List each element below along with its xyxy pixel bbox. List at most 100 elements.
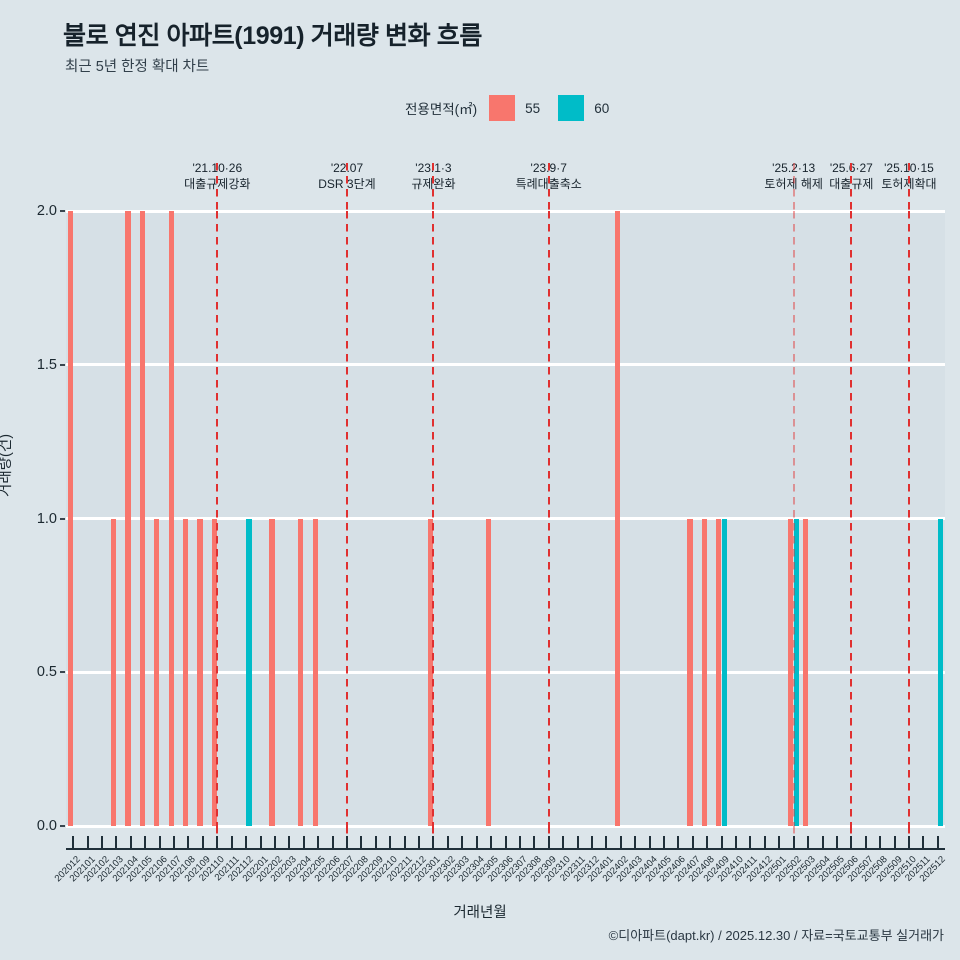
legend-swatch-55 xyxy=(489,95,516,121)
x-tick-mark xyxy=(317,836,320,848)
bar[interactable] xyxy=(312,518,318,826)
y-tick-mark xyxy=(60,517,65,520)
y-axis-title: 거래량(건) xyxy=(0,433,14,497)
x-tick-mark xyxy=(475,836,478,848)
x-tick-mark xyxy=(590,836,593,848)
x-tick-mark xyxy=(663,836,665,848)
bar[interactable] xyxy=(246,518,252,826)
event-line xyxy=(547,211,550,826)
x-tick-mark xyxy=(850,836,853,848)
x-tick-mark xyxy=(634,836,637,848)
gridline xyxy=(66,209,945,213)
x-tick-mark xyxy=(835,836,838,848)
legend-swatch-60 xyxy=(558,95,585,121)
x-tick-mark xyxy=(893,836,896,848)
bar[interactable] xyxy=(788,518,794,826)
bar[interactable] xyxy=(67,211,73,826)
x-tick-mark xyxy=(374,836,377,848)
y-tick-mark xyxy=(60,210,65,212)
x-tick-mark xyxy=(158,836,161,848)
bar[interactable] xyxy=(802,518,808,826)
x-tick-mark xyxy=(216,836,219,848)
bar[interactable] xyxy=(721,518,728,826)
y-tick-mark xyxy=(60,671,65,674)
bar[interactable] xyxy=(154,518,160,826)
x-tick-mark xyxy=(432,836,435,848)
event-line xyxy=(850,211,853,826)
bar[interactable] xyxy=(716,518,722,826)
x-tick-mark xyxy=(245,836,248,848)
bar[interactable] xyxy=(211,518,217,826)
gridline xyxy=(66,824,945,828)
x-tick-mark xyxy=(418,836,421,848)
bar[interactable] xyxy=(793,518,800,826)
legend: 전용면적(㎡) 55 60 xyxy=(405,95,609,121)
x-tick-mark xyxy=(518,836,521,848)
y-tick-label: 1.5 xyxy=(36,356,57,373)
x-tick-mark xyxy=(504,836,507,848)
event-line-top xyxy=(216,163,219,211)
x-tick-mark xyxy=(461,836,464,848)
x-tick-mark xyxy=(821,836,824,848)
x-tick-mark xyxy=(605,836,608,848)
bar[interactable] xyxy=(485,518,491,826)
event-line-top xyxy=(345,163,348,211)
legend-label-55: 55 xyxy=(525,100,541,116)
x-tick-mark xyxy=(749,836,752,848)
bar[interactable] xyxy=(938,518,944,826)
bar[interactable] xyxy=(427,518,434,826)
x-tick-mark xyxy=(115,836,118,848)
x-tick-mark xyxy=(490,836,493,848)
x-tick-mark xyxy=(187,836,190,848)
x-tick-mark xyxy=(562,836,565,848)
x-tick-mark xyxy=(446,836,449,848)
legend-label-60: 60 xyxy=(594,100,610,116)
plot-area xyxy=(66,209,945,828)
gridline xyxy=(66,517,945,520)
y-tick-mark xyxy=(60,363,65,366)
bar[interactable] xyxy=(197,518,203,826)
x-tick-mark xyxy=(936,836,939,848)
x-tick-mark xyxy=(72,836,75,848)
page-title: 불로 연진 아파트(1991) 거래량 변화 흐름 xyxy=(63,22,482,50)
bar[interactable] xyxy=(615,211,621,826)
x-tick-mark xyxy=(360,836,363,848)
event-line xyxy=(907,211,910,826)
x-tick-mark xyxy=(201,836,204,848)
x-tick-mark xyxy=(879,836,882,848)
legend-title: 전용면적(㎡) xyxy=(405,102,478,117)
x-tick-mark xyxy=(173,836,176,848)
x-tick-mark xyxy=(720,836,723,848)
event-line-top xyxy=(850,163,853,211)
x-tick-mark xyxy=(129,836,132,848)
bar[interactable] xyxy=(139,211,145,826)
event-label: 토허제 해제 xyxy=(764,177,823,191)
x-tick-mark xyxy=(389,836,392,848)
bar[interactable] xyxy=(701,518,707,826)
event-line-top xyxy=(432,163,435,211)
bar[interactable] xyxy=(269,518,275,826)
x-tick-mark xyxy=(619,836,622,848)
bar[interactable] xyxy=(168,211,174,826)
x-tick-mark xyxy=(706,836,709,848)
x-tick-mark xyxy=(792,836,795,848)
bar[interactable] xyxy=(687,518,693,826)
y-tick-label: 1.0 xyxy=(36,510,57,527)
x-tick-mark xyxy=(144,836,147,848)
bar[interactable] xyxy=(110,518,117,826)
x-tick-mark xyxy=(907,836,910,848)
bar[interactable] xyxy=(125,211,131,826)
bar[interactable] xyxy=(298,518,304,826)
x-tick-mark xyxy=(230,836,233,848)
page-subtitle: 최근 5년 한정 확대 차트 xyxy=(65,59,210,75)
x-tick-mark xyxy=(763,836,766,848)
y-tick-label: 0.0 xyxy=(36,818,57,834)
x-tick-mark xyxy=(403,836,406,848)
x-tick-mark xyxy=(273,836,276,848)
x-tick-mark xyxy=(691,836,694,848)
bar[interactable] xyxy=(182,518,189,826)
x-tick-mark xyxy=(922,836,925,848)
event-line-top xyxy=(547,163,550,211)
x-axis-title: 거래년월 xyxy=(453,905,507,921)
